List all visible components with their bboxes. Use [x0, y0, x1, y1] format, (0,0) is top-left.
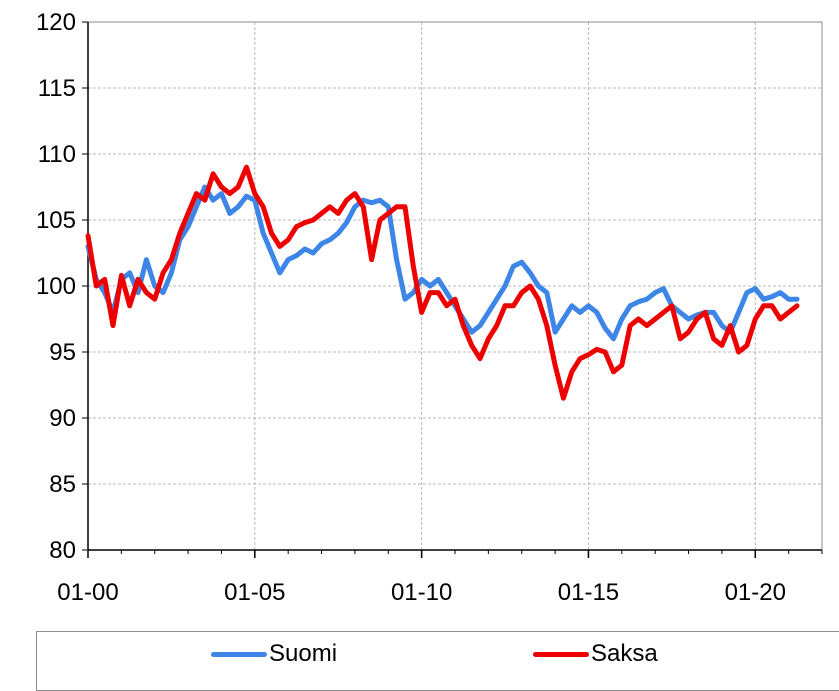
legend-label-saksa: Saksa [591, 640, 658, 667]
y-tick-label: 100 [36, 273, 76, 300]
legend-swatch-saksa [533, 651, 589, 657]
x-tick-label: 01-10 [391, 579, 452, 606]
series-line-saksa [85, 164, 800, 401]
x-tick-label: 01-20 [725, 579, 786, 606]
y-tick-label: 105 [36, 207, 76, 234]
legend-swatch-suomi [211, 651, 267, 657]
x-tick-label: 01-15 [558, 579, 619, 606]
line-chart: 80 85 90 95 100 105 110 115 120 01-00 01-05 01-10 01… [36, 9, 823, 606]
y-tick-label: 120 [36, 9, 76, 36]
y-tick-label: 115 [38, 75, 76, 102]
legend: Suomi Saksa [36, 631, 839, 691]
legend-label-suomi: Suomi [269, 640, 338, 667]
legend-item-saksa: Saksa [533, 641, 658, 667]
y-tick-label: 85 [49, 471, 76, 498]
y-tick-label: 80 [49, 537, 76, 564]
x-tick-label: 01-05 [224, 579, 285, 606]
y-tick-label: 90 [49, 405, 76, 432]
series-line-suomi [85, 184, 800, 342]
x-tick-label: 01-00 [57, 579, 118, 606]
y-tick-label: 95 [49, 339, 76, 366]
legend-item-suomi: Suomi [211, 641, 337, 667]
y-tick-label: 110 [38, 141, 76, 168]
